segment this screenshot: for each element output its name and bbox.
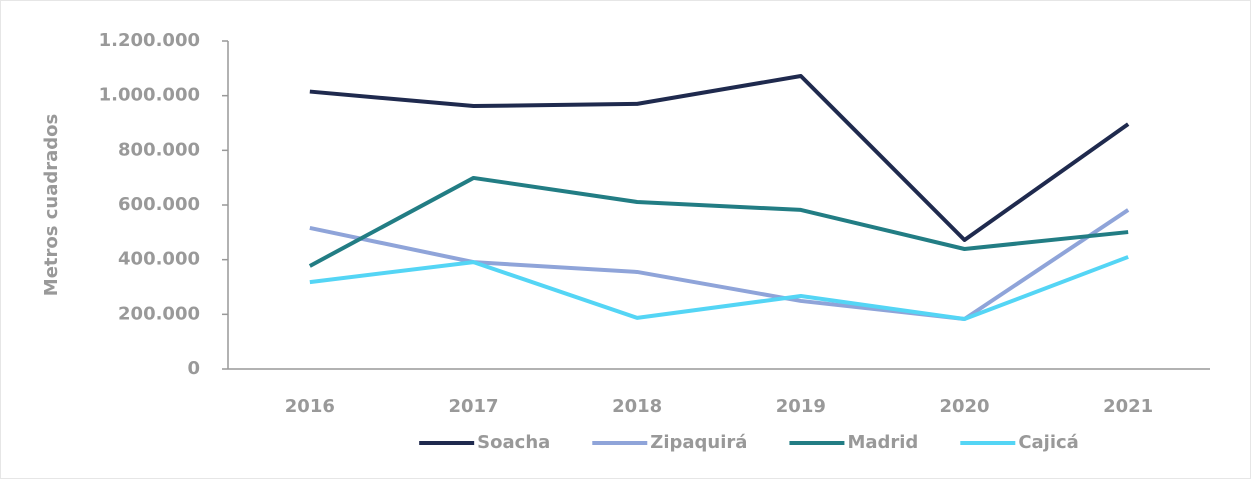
y-tick-label: 0 xyxy=(187,358,200,379)
x-tick-label: 2019 xyxy=(776,396,826,417)
series-line xyxy=(309,255,1129,321)
series-line xyxy=(309,73,1130,242)
x-tick-label: 2017 xyxy=(448,396,498,417)
legend-label: Zipaquirá xyxy=(650,432,747,453)
y-axis-label: Metros cuadrados xyxy=(41,114,62,296)
series-line xyxy=(308,175,1129,268)
y-tick-label: 800.000 xyxy=(118,139,200,160)
x-tick-label: 2021 xyxy=(1103,396,1153,417)
y-tick-label: 200.000 xyxy=(118,303,200,324)
y-tick-label: 1.200.000 xyxy=(99,30,200,51)
legend-label: Madrid xyxy=(847,432,918,453)
y-tick-label: 400.000 xyxy=(118,249,200,270)
legend-label: Cajicá xyxy=(1018,432,1079,453)
series-line xyxy=(309,208,1130,321)
x-tick-label: 2020 xyxy=(939,396,989,417)
x-tick-label: 2018 xyxy=(612,396,662,417)
x-tick-label: 2016 xyxy=(285,396,335,417)
y-tick-label: 1.000.000 xyxy=(99,85,200,106)
y-tick-label: 600.000 xyxy=(118,194,200,215)
legend-label: Soacha xyxy=(477,432,550,453)
